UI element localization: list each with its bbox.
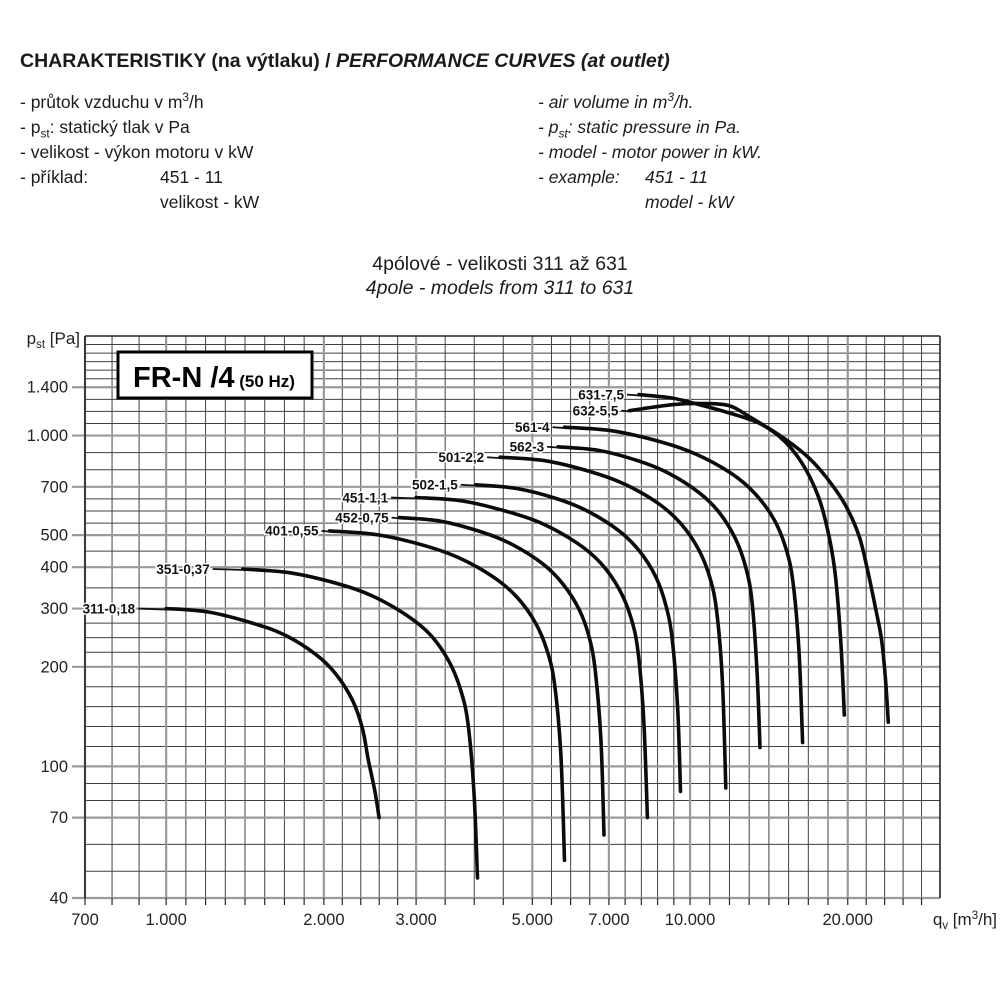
chart-subtitle-english: 4pole - models from 311 to 631 (365, 277, 635, 299)
curve-401-0,55 (327, 529, 567, 863)
curve-label-562-3: 562-3 (510, 440, 545, 455)
note-example-cs: - příklad: 451 - 11 (20, 165, 259, 190)
curve-501-2,2 (498, 455, 728, 790)
svg-text:500: 500 (40, 527, 68, 545)
curve-label-632-5,5: 632-5,5 (573, 403, 619, 418)
curve-label-452-0,75: 452-0,75 (335, 510, 389, 525)
curve-label-leader (621, 409, 632, 413)
chart-subtitle-czech: 4pólové - velikosti 311 až 631 (372, 253, 628, 275)
svg-text:700: 700 (40, 478, 68, 496)
curve-label-leader (138, 607, 169, 611)
svg-text:70: 70 (50, 809, 68, 827)
curve-451-1,1 (414, 495, 650, 820)
curve-label-401-0,55: 401-0,55 (265, 524, 319, 539)
svg-text:3.000: 3.000 (395, 911, 436, 929)
curve-502-1,5 (474, 483, 683, 794)
x-axis-title: qv [m3/h] (933, 910, 997, 932)
x-axis-ticks (84, 898, 923, 905)
svg-text:300: 300 (40, 600, 68, 618)
curve-label-451-1,1: 451-1,1 (342, 490, 388, 505)
svg-text:5.000: 5.000 (512, 911, 553, 929)
curve-452-0,75 (397, 515, 606, 837)
model-box-label: FR-N /4 (50 Hz) (133, 362, 295, 394)
chart-subtitle: 4pólové - velikosti 311 až 631 4pole - m… (0, 252, 1000, 300)
svg-text:1.000: 1.000 (146, 911, 187, 929)
note-pressure-en: - pst: static pressure in Pa. (538, 117, 741, 141)
y-axis-title: pst [Pa] (27, 329, 80, 351)
page-title-english: PERFORMANCE CURVES (at outlet) (336, 50, 670, 72)
y-tick-labels: 40 70 100 200 300 400 500 700 1.000 1.400 (27, 379, 68, 908)
curve-label-501-2,2: 501-2,2 (438, 450, 484, 465)
curve-label-leader (212, 568, 245, 571)
svg-text:10.000: 10.000 (665, 911, 715, 929)
curve-label-561-4: 561-4 (515, 420, 550, 435)
model-box: FR-N /4 (50 Hz) (116, 350, 314, 400)
page-title: CHARAKTERISTIKY (na výtlaku) / PERFORMAN… (20, 50, 670, 73)
curve-562-3 (556, 445, 762, 750)
curve-label-leader (391, 496, 419, 500)
svg-text:20.000: 20.000 (823, 911, 873, 929)
note-airflow-cs: - průtok vzduchu v m3/h (20, 90, 204, 112)
svg-text:40: 40 (50, 890, 68, 908)
page-title-czech: CHARAKTERISTIKY (na výtlaku) / (20, 50, 337, 72)
note-example-label-en: - example: (538, 167, 620, 187)
grid-major (72, 336, 940, 900)
svg-text:100: 100 (40, 758, 68, 776)
curve-632-5,5 (627, 401, 847, 717)
notes-czech: - průtok vzduchu v m3/h - pst: statický … (20, 90, 259, 215)
note-model-en: - model - motor power in kW. (538, 142, 762, 162)
note-example-en: - example: 451 - 11 (538, 165, 762, 190)
curve-631-7,5 (637, 392, 891, 724)
curve-311-0,18 (164, 606, 381, 820)
curve-label-leader (552, 426, 567, 430)
note-model-cs: - velikost - výkon motoru v kW (20, 142, 254, 162)
svg-text:200: 200 (40, 658, 68, 676)
grid-minor (85, 336, 940, 898)
notes-english: - air volume in m3/h. - pst: static pres… (538, 90, 762, 215)
curve-351-0,37 (240, 567, 480, 880)
curve-label-leader (460, 483, 478, 487)
curve-label-leader (321, 530, 332, 533)
curve-label-502-1,5: 502-1,5 (412, 478, 458, 493)
curve-label-631-7,5: 631-7,5 (578, 387, 624, 402)
svg-text:700: 700 (71, 911, 99, 929)
curve-561-4 (562, 425, 805, 745)
curve-label-leader (391, 516, 402, 520)
svg-text:1.000: 1.000 (27, 427, 68, 445)
curve-label-leader (626, 393, 642, 397)
note-example-sub-en: model - kW (645, 192, 734, 212)
note-airflow-en: - air volume in m3/h. (538, 90, 694, 112)
note-pressure-cs: - pst: statický tlak v Pa (20, 117, 190, 141)
fan-curves (164, 392, 891, 880)
note-example-value-cs: 451 - 11 (160, 167, 223, 187)
curve-label-351-0,37: 351-0,37 (156, 562, 209, 577)
curve-label-311-0,18: 311-0,18 (83, 601, 136, 616)
note-example-sub-cs: velikost - kW (160, 192, 260, 212)
svg-text:7.000: 7.000 (588, 911, 629, 929)
curve-labels: 311-0,18 351-0,37 401-0,55 452-0,75 451-1,1 5… (81, 386, 642, 618)
x-tick-labels: 700 1.000 2.000 3.000 5.000 7.000 10.000 20.000 (71, 911, 873, 929)
note-example-label-cs: - příklad: (20, 167, 89, 187)
plot-border (84, 335, 941, 898)
curve-label-leader (487, 456, 503, 460)
svg-text:400: 400 (40, 559, 68, 577)
svg-text:1.400: 1.400 (27, 379, 68, 397)
curve-label-leader (547, 445, 561, 449)
note-example-value-en: 451 - 11 (645, 167, 708, 187)
svg-text:2.000: 2.000 (303, 911, 344, 929)
